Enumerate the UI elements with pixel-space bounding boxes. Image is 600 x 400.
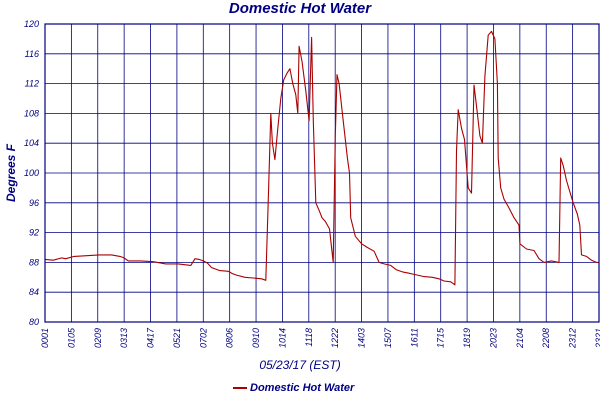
x-tick-labels: 0001 0105 0209 0313 0417 0521 0702 0806 0910 1014… [40, 327, 600, 349]
y-tick-label: 120 [24, 19, 39, 29]
x-tick-label: 0806 [225, 328, 235, 348]
x-tick-label: 1403 [357, 328, 367, 348]
y-tick-label: 96 [29, 198, 39, 208]
y-tick-labels: 80 84 88 92 96 100 104 108 112 116 120 [24, 19, 39, 327]
x-tick-label: 1819 [462, 328, 472, 348]
x-tick-label: 0105 [66, 327, 76, 348]
x-tick-label: 1222 [330, 328, 340, 348]
plot-frame [44, 23, 600, 323]
y-tick-label: 80 [29, 317, 39, 327]
legend: Domestic Hot Water [233, 382, 354, 394]
x-tick-label: 1014 [277, 328, 287, 348]
legend-swatch [233, 387, 247, 390]
grid [44, 23, 600, 323]
x-tick-label: 0417 [146, 327, 156, 348]
x-tick-label: 0521 [172, 328, 182, 348]
series-line-domestic-hot-water [44, 30, 599, 286]
x-tick-label: 0313 [119, 328, 129, 348]
x-tick-label: 0910 [251, 328, 261, 348]
y-tick-label: 100 [24, 168, 39, 178]
y-tick-label: 108 [24, 108, 39, 118]
x-tick-label: 2208 [541, 328, 551, 349]
x-tick-label: 2023 [488, 328, 498, 349]
x-tick-label: 1507 [383, 327, 393, 348]
x-tick-label: 1611 [409, 328, 419, 347]
x-tick-label: 1118 [304, 328, 314, 347]
y-tick-label: 104 [24, 138, 39, 148]
y-tick-label: 88 [29, 257, 39, 267]
x-tick-label: 2104 [515, 328, 525, 349]
y-tick-label: 92 [29, 228, 39, 238]
x-axis-label: 05/23/17 (EST) [259, 358, 341, 372]
y-tick-label: 84 [29, 287, 39, 297]
x-tick-label: 0702 [198, 328, 208, 348]
legend-entry: Domestic Hot Water [250, 382, 355, 394]
chart-title: Domestic Hot Water [228, 0, 372, 17]
x-tick-label: 0001 [40, 328, 50, 348]
y-tick-label: 116 [25, 49, 39, 59]
x-tick-label: 1715 [436, 327, 446, 348]
x-tick-label: 0209 [93, 328, 103, 348]
x-tick-label: 2312 [568, 328, 578, 349]
y-tick-label: 112 [25, 79, 39, 89]
x-tick-label: 2321 [594, 328, 600, 349]
